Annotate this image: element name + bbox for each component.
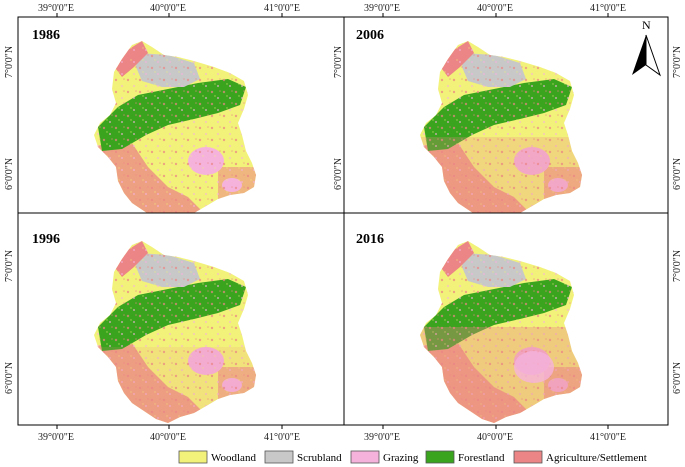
latitude-tick-label: 7°0'0"N [333,46,344,78]
top-longitude-ticks: 39°0'0"E 40°0'0"E 41°0'0"E 39°0'0"E 40°0… [38,3,626,17]
left-latitude-ticks: 7°0'0"N 6°0'0"N 7°0'0"N 6°0'0"N [4,46,15,394]
latitude-tick-label: 6°0'0"N [672,362,683,394]
legend-swatch-woodland [178,450,208,464]
latitude-tick-label: 6°0'0"N [672,158,683,190]
legend-swatch-scrubland [264,450,294,464]
latitude-tick-label: 6°0'0"N [4,362,15,394]
panel-1986: 1986 [17,16,345,237]
longitude-tick-label: 41°0'0"E [590,432,626,443]
right-latitude-ticks: 7°0'0"N 6°0'0"N 7°0'0"N 6°0'0"N [672,46,683,394]
legend-label-scrubland: Scrubland [297,452,342,464]
longitude-tick-label: 40°0'0"E [150,3,186,14]
longitude-tick-label: 40°0'0"E [477,432,513,443]
panel-year-label: 2006 [356,28,384,43]
longitude-tick-label: 41°0'0"E [590,3,626,14]
panel-year-label: 2016 [356,232,384,247]
latitude-tick-label: 6°0'0"N [333,158,344,190]
legend-swatch-agriculture-settlement [513,450,543,464]
longitude-tick-label: 41°0'0"E [264,432,300,443]
longitude-tick-label: 39°0'0"E [364,3,400,14]
longitude-tick-label: 39°0'0"E [364,432,400,443]
panel-2016: 2016 [343,212,669,437]
north-arrow-icon: N [632,18,661,77]
panel-2006: 2006 N [343,16,669,237]
legend: Woodland Scrubland Grazing Forestland Ag… [178,450,647,464]
latitude-tick-label: 7°0'0"N [672,46,683,78]
legend-swatch-grazing [350,450,380,464]
longitude-tick-label: 40°0'0"E [477,3,513,14]
bottom-longitude-ticks: 39°0'0"E 40°0'0"E 41°0'0"E 39°0'0"E 40°0… [38,425,626,443]
latitude-tick-label: 7°0'0"N [672,250,683,282]
legend-label-agriculture-settlement: Agriculture/Settlement [546,452,647,464]
middle-latitude-ticks: 7°0'0"N 6°0'0"N [333,46,344,190]
north-arrow-label: N [642,18,651,32]
latitude-tick-label: 7°0'0"N [4,250,15,282]
legend-label-grazing: Grazing [383,452,419,464]
panel-year-label: 1996 [32,232,60,247]
legend-label-forestland: Forestland [458,452,505,464]
latitude-tick-label: 7°0'0"N [4,46,15,78]
longitude-tick-label: 39°0'0"E [38,3,74,14]
latitude-tick-label: 6°0'0"N [4,158,15,190]
legend-swatch-forestland [425,450,455,464]
longitude-tick-label: 40°0'0"E [150,432,186,443]
longitude-tick-label: 39°0'0"E [38,432,74,443]
legend-label-woodland: Woodland [211,452,256,464]
panel-1996: 1996 [17,212,345,437]
panel-year-label: 1986 [32,28,60,43]
longitude-tick-label: 41°0'0"E [264,3,300,14]
